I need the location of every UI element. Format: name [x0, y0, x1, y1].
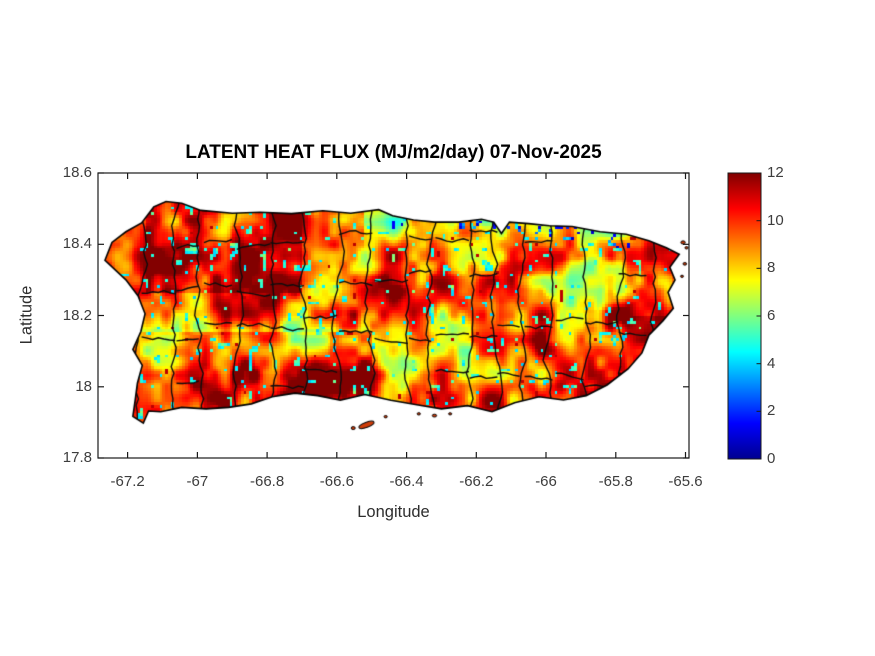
x-tick-label: -66.4	[389, 473, 424, 490]
x-tick-label: -66.2	[459, 473, 494, 490]
colorbar-tick-label: 4	[767, 354, 776, 372]
x-tick-label: -65.8	[598, 473, 633, 490]
x-tick-label: -65.6	[668, 473, 703, 490]
x-tick-label: -67.2	[110, 473, 145, 490]
y-tick-label: 18	[75, 377, 92, 395]
x-axis-label: Longitude	[357, 503, 430, 521]
colorbar-tick-label: 2	[767, 402, 776, 420]
colorbar-tick-label: 12	[767, 164, 784, 181]
x-tick-label: -66.6	[319, 473, 354, 490]
y-tick-label: 18.6	[62, 164, 92, 181]
x-tick-label: -66	[535, 473, 557, 490]
y-tick-label: 17.8	[62, 449, 92, 466]
colorbar-tick-label: 8	[767, 259, 776, 277]
x-tick-label: -66.8	[249, 473, 285, 490]
colorbar-tick-label: 6	[767, 307, 776, 324]
colorbar-tick-label: 10	[767, 211, 784, 229]
chart-title: LATENT HEAT FLUX (MJ/m2/day) 07-Nov-2025	[185, 142, 602, 163]
x-tick-label: -67	[186, 473, 209, 490]
colorbar	[727, 172, 762, 460]
y-axis-label: Latitude	[17, 285, 36, 345]
colorbar-tick-label: 0	[767, 450, 776, 467]
y-tick-label: 18.2	[62, 306, 92, 324]
y-tick-label: 18.4	[62, 235, 92, 253]
